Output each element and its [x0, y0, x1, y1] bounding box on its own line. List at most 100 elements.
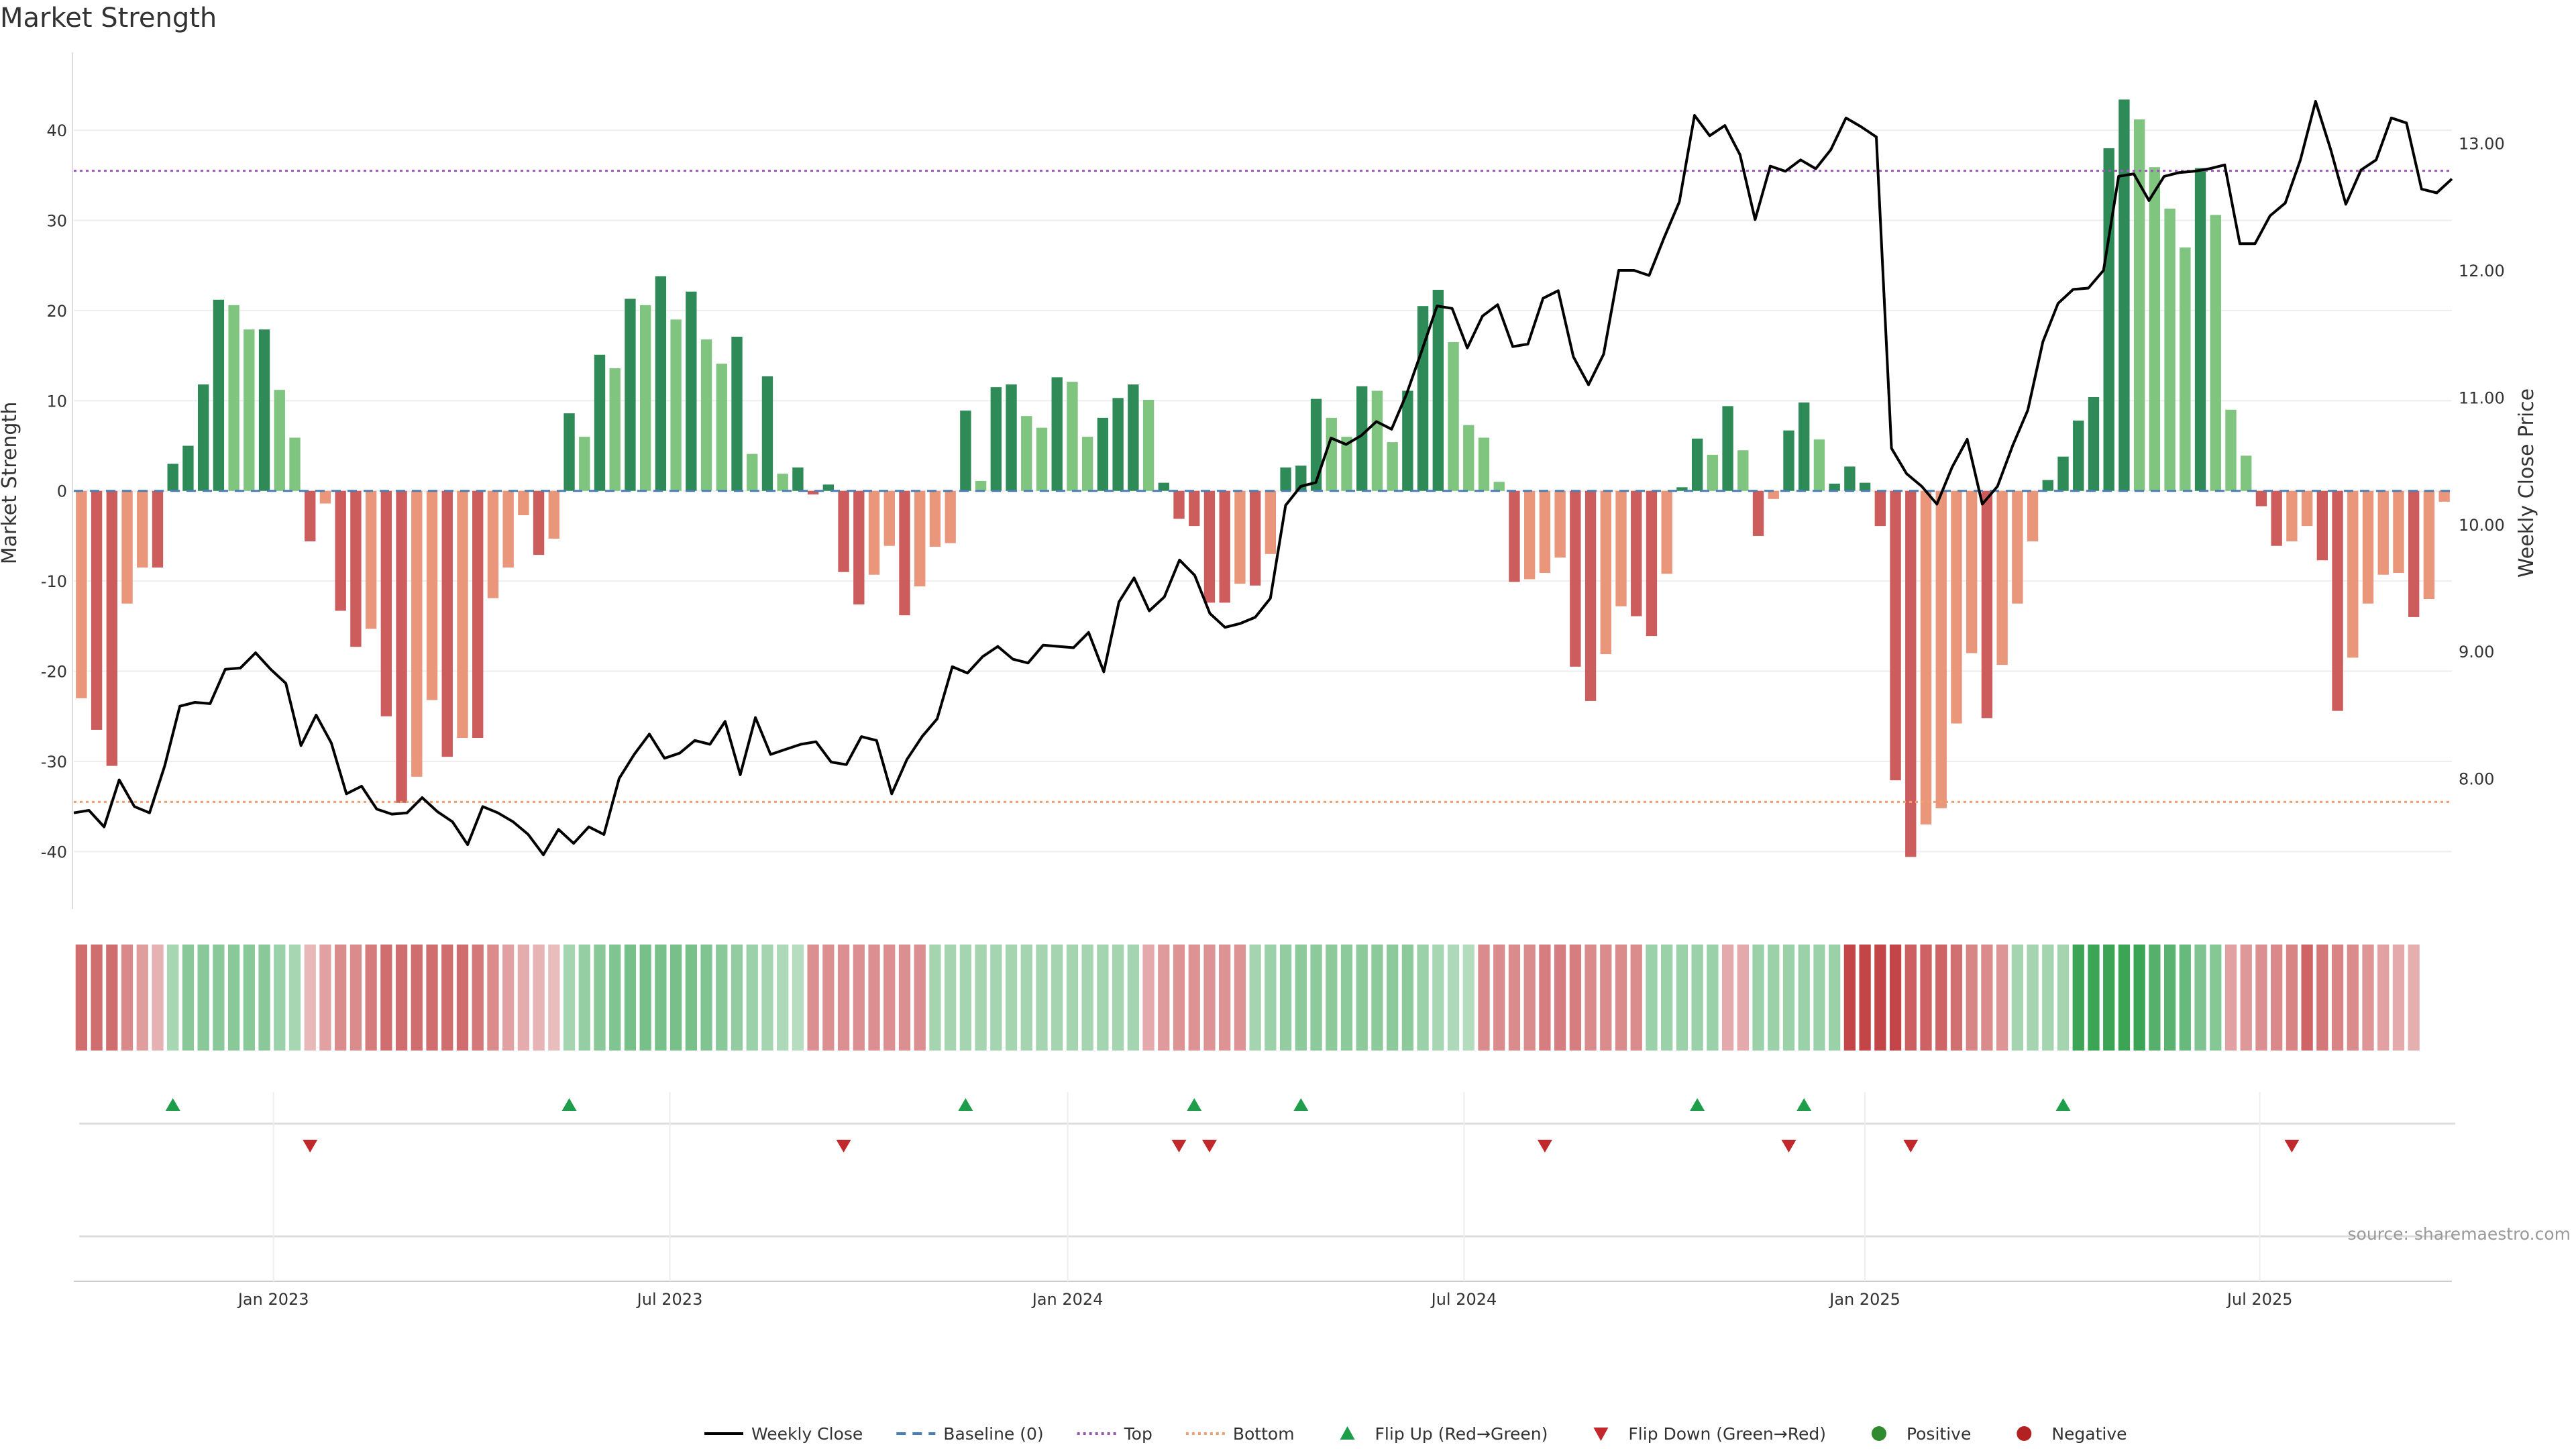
heat-cell	[487, 945, 499, 1051]
strength-bar	[197, 384, 209, 491]
strength-bar	[929, 490, 941, 547]
y-tick-label: -40	[41, 843, 67, 861]
strength-bar	[2393, 490, 2404, 574]
heat-cell	[1843, 945, 1856, 1051]
strength-bar	[1752, 490, 1764, 536]
strength-bar	[1691, 438, 1703, 491]
strength-bar	[625, 299, 636, 491]
y-tick-label: 30	[46, 211, 67, 230]
heat-cell	[411, 945, 423, 1051]
strength-bar	[335, 490, 346, 611]
strength-bar	[2347, 490, 2359, 658]
heat-cell	[2210, 945, 2222, 1051]
heat-cell	[731, 945, 743, 1051]
flip-down-marker	[1781, 1140, 1796, 1152]
strength-bar	[1646, 490, 1658, 637]
heat-cell	[792, 945, 804, 1051]
strength-bar	[1859, 482, 1871, 491]
strength-bar	[1051, 377, 1063, 491]
strength-bar	[1570, 490, 1581, 667]
heat-cell	[517, 945, 530, 1051]
heat-cell	[288, 945, 301, 1051]
heat-cell	[578, 945, 590, 1051]
strength-bar	[2118, 99, 2130, 491]
heat-cell	[365, 945, 377, 1051]
heat-cell	[898, 945, 911, 1051]
heat-cell	[136, 945, 148, 1051]
strength-bar	[1981, 490, 1993, 718]
strength-bar	[670, 319, 682, 491]
strength-bar	[1874, 490, 1886, 527]
strength-bar	[1067, 382, 1078, 491]
heat-cell	[1340, 945, 1353, 1051]
strength-bar	[2149, 167, 2161, 491]
heat-cell	[2377, 945, 2390, 1051]
heat-cell	[1646, 945, 1658, 1051]
heat-cell	[1798, 945, 1810, 1051]
strength-bar	[1432, 289, 1444, 491]
heat-cell	[2072, 945, 2084, 1051]
strength-bar	[1951, 490, 1962, 724]
heat-cell	[1310, 945, 1322, 1051]
heat-cell	[1051, 945, 1063, 1051]
heat-cell	[1173, 945, 1185, 1051]
heat-cell	[2224, 945, 2237, 1051]
heat-cell	[1935, 945, 1947, 1051]
strength-bar	[1006, 384, 1017, 491]
heat-cell	[1462, 945, 1474, 1051]
heat-cell	[2103, 945, 2115, 1051]
legend-item-negative: Negative	[2017, 1424, 2127, 1444]
strength-bar	[1097, 417, 1109, 491]
heat-cell	[75, 945, 87, 1051]
heat-cell	[777, 945, 789, 1051]
strength-bar	[2408, 490, 2420, 617]
heat-cell	[639, 945, 651, 1051]
strength-bar	[258, 329, 270, 491]
strength-bar	[289, 437, 301, 491]
heat-cell	[1691, 945, 1703, 1051]
strength-bar	[1203, 490, 1216, 603]
flip-up-marker	[1187, 1098, 1202, 1111]
heat-cell	[1950, 945, 1963, 1051]
strength-bar	[2301, 490, 2313, 527]
strength-bar	[305, 490, 316, 541]
strength-bar	[2210, 215, 2221, 491]
chart-title: Market Strength	[0, 3, 217, 34]
y-tick-label: 0	[57, 482, 67, 501]
heat-cell	[2362, 945, 2374, 1051]
heat-cell	[2057, 945, 2070, 1051]
flip-down-marker	[836, 1140, 851, 1152]
heat-cell	[655, 945, 667, 1051]
legend-item-weekly-close: Weekly Close	[704, 1424, 863, 1444]
y2-axis-label: Weekly Close Price	[2515, 388, 2538, 578]
y-tick-label: -10	[41, 572, 67, 591]
strength-bar	[2332, 490, 2343, 711]
heat-cell	[2163, 945, 2176, 1051]
legend: Weekly Close Baseline (0) Top Bottom Flip Up…	[704, 1424, 2127, 1444]
strength-bar	[1128, 384, 1139, 491]
y2-tick-label: 13.00	[2459, 135, 2505, 154]
legend-label: Baseline (0)	[943, 1424, 1043, 1444]
flip-down-marker	[2284, 1140, 2300, 1152]
heat-cell	[1279, 945, 1292, 1051]
heat-cell	[2194, 945, 2206, 1051]
legend-item-flip-down: Flip Down (Green→Red)	[1593, 1424, 1826, 1444]
y-axis-label: Market Strength	[0, 402, 21, 564]
heat-cell	[1265, 945, 1277, 1051]
flip-down-marker	[1171, 1140, 1187, 1152]
heat-cell	[929, 945, 941, 1051]
heat-cell	[1569, 945, 1581, 1051]
heat-cell	[1020, 945, 1032, 1051]
strength-bar	[472, 490, 484, 738]
strength-bar	[2027, 490, 2039, 541]
strength-bar	[76, 490, 87, 698]
strength-bar	[2088, 396, 2100, 491]
strength-bar	[990, 387, 1002, 491]
heat-cell	[197, 945, 209, 1051]
heat-cell	[2286, 945, 2298, 1051]
heat-cell	[1356, 945, 1368, 1051]
strength-bar	[2180, 247, 2191, 491]
strength-bar	[1722, 406, 1733, 491]
strength-bar	[1996, 490, 2008, 665]
x-tick-label: Jan 2025	[1828, 1290, 1900, 1309]
